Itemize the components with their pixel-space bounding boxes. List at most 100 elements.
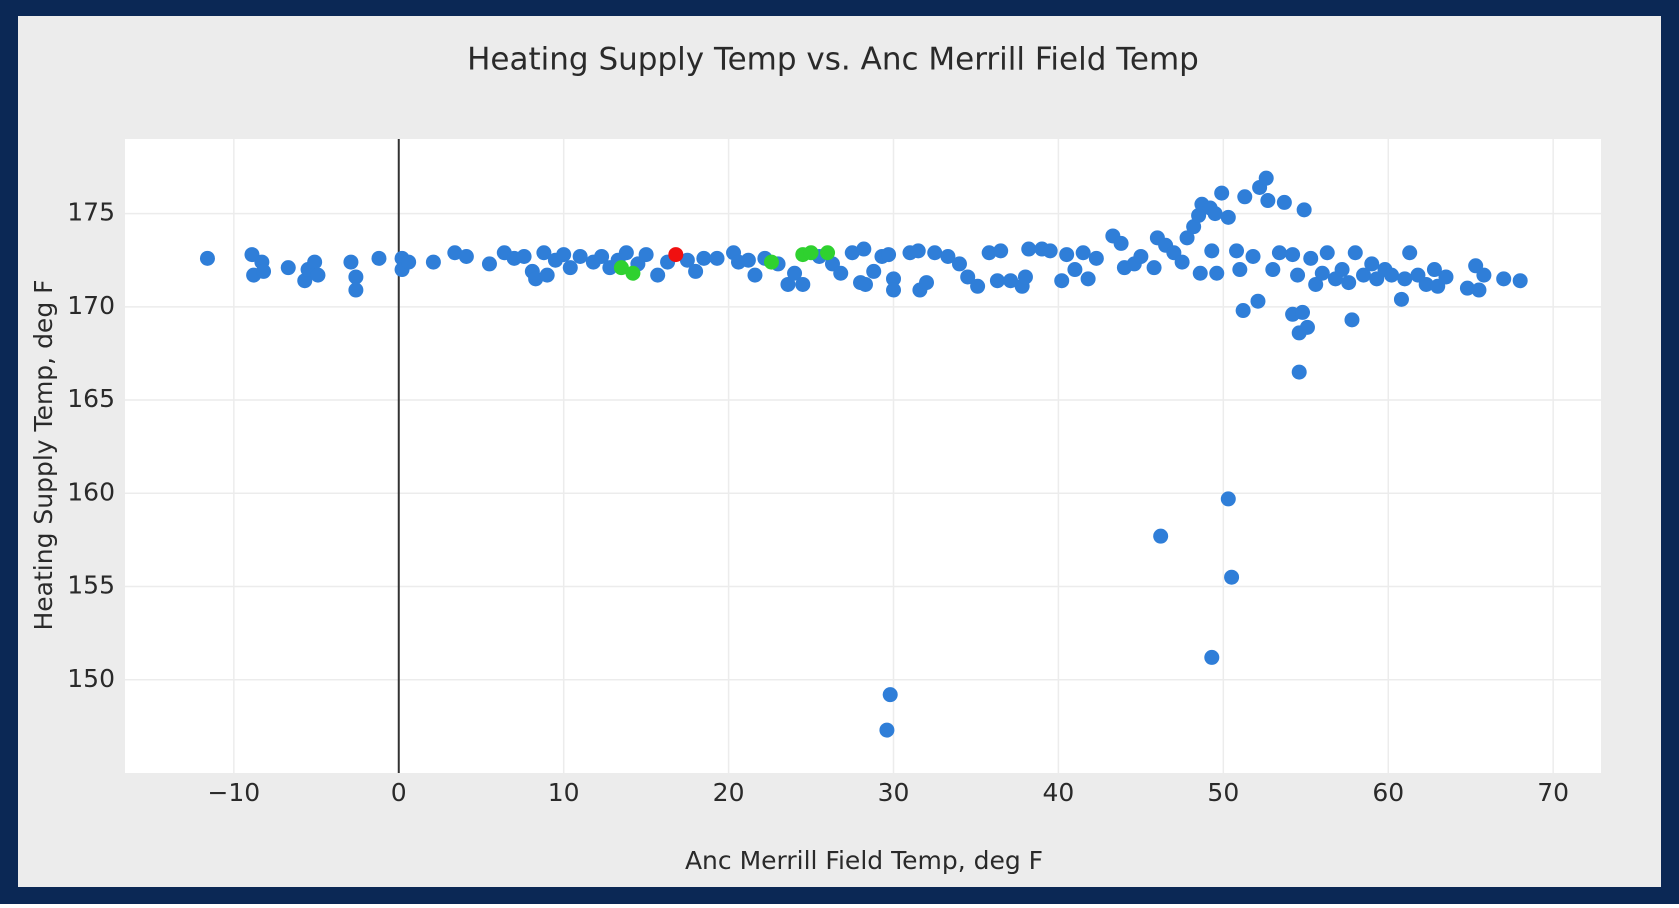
point bbox=[1308, 276, 1324, 292]
point bbox=[970, 278, 986, 294]
point bbox=[1334, 262, 1350, 278]
point bbox=[1245, 248, 1261, 264]
point bbox=[918, 275, 934, 291]
point bbox=[1364, 256, 1380, 272]
point bbox=[528, 271, 544, 287]
point bbox=[1229, 243, 1245, 259]
point bbox=[594, 248, 610, 264]
x-tick-label: 60 bbox=[1372, 778, 1404, 807]
point bbox=[1153, 528, 1169, 544]
point bbox=[1224, 569, 1240, 585]
point bbox=[740, 252, 756, 268]
point bbox=[539, 267, 555, 283]
point bbox=[307, 254, 323, 270]
point bbox=[613, 260, 629, 276]
point bbox=[1344, 312, 1360, 328]
point bbox=[481, 256, 497, 272]
point bbox=[1319, 245, 1335, 261]
y-tick-label: 170 bbox=[67, 291, 115, 320]
point bbox=[650, 267, 666, 283]
point bbox=[1088, 250, 1104, 266]
point bbox=[1220, 491, 1236, 507]
point bbox=[1393, 291, 1409, 307]
point bbox=[1204, 649, 1220, 665]
point bbox=[1347, 245, 1363, 261]
point bbox=[688, 263, 704, 279]
point bbox=[960, 269, 976, 285]
point bbox=[1113, 235, 1129, 251]
point bbox=[981, 245, 997, 261]
x-axis-label: Anc Merrill Field Temp, deg F bbox=[685, 846, 1043, 875]
y-tick-label: 150 bbox=[67, 664, 115, 693]
point bbox=[1314, 265, 1330, 281]
point bbox=[820, 245, 836, 261]
x-tick-label: −10 bbox=[207, 778, 260, 807]
x-tick-label: 70 bbox=[1537, 778, 1569, 807]
y-tick-label: 160 bbox=[67, 477, 115, 506]
point bbox=[348, 282, 364, 298]
y-tick-label: 165 bbox=[67, 384, 115, 413]
point bbox=[1418, 276, 1434, 292]
point bbox=[1232, 262, 1248, 278]
point bbox=[1356, 267, 1372, 283]
point bbox=[886, 271, 902, 287]
point bbox=[1021, 241, 1037, 257]
point bbox=[833, 265, 849, 281]
point bbox=[562, 260, 578, 276]
point bbox=[927, 245, 943, 261]
point bbox=[1290, 267, 1306, 283]
point bbox=[1303, 250, 1319, 266]
x-tick-label: 0 bbox=[391, 778, 407, 807]
point bbox=[1299, 319, 1315, 335]
point bbox=[425, 254, 441, 270]
point bbox=[747, 267, 763, 283]
y-tick-label: 155 bbox=[67, 571, 115, 600]
point bbox=[1258, 170, 1274, 186]
point bbox=[856, 241, 872, 257]
point bbox=[803, 245, 819, 261]
point bbox=[1146, 260, 1162, 276]
point bbox=[1017, 269, 1033, 285]
point bbox=[1291, 364, 1307, 380]
point bbox=[1042, 243, 1058, 259]
point bbox=[1426, 262, 1442, 278]
point bbox=[572, 248, 588, 264]
point bbox=[1059, 247, 1075, 263]
point bbox=[1080, 271, 1096, 287]
point bbox=[199, 250, 215, 266]
point bbox=[866, 263, 882, 279]
point bbox=[1237, 189, 1253, 205]
point bbox=[940, 248, 956, 264]
y-axis-label: Heating Supply Temp, deg F bbox=[29, 279, 58, 630]
point bbox=[881, 247, 897, 263]
point bbox=[556, 247, 572, 263]
point bbox=[1471, 282, 1487, 298]
point bbox=[668, 247, 684, 263]
point bbox=[1003, 273, 1019, 289]
point bbox=[1265, 262, 1281, 278]
point bbox=[1512, 273, 1528, 289]
point bbox=[1459, 280, 1475, 296]
point bbox=[625, 265, 641, 281]
point bbox=[886, 282, 902, 298]
point bbox=[709, 250, 725, 266]
point bbox=[1204, 243, 1220, 259]
x-tick-label: 20 bbox=[713, 778, 745, 807]
point bbox=[1397, 271, 1413, 287]
y-tick-label: 175 bbox=[67, 198, 115, 227]
point bbox=[1192, 265, 1208, 281]
point bbox=[1402, 245, 1418, 261]
point bbox=[795, 276, 811, 292]
point bbox=[371, 250, 387, 266]
point bbox=[1271, 245, 1287, 261]
point bbox=[1075, 245, 1091, 261]
point bbox=[882, 687, 898, 703]
x-tick-label: 30 bbox=[878, 778, 910, 807]
point bbox=[458, 248, 474, 264]
point bbox=[1186, 219, 1202, 235]
point bbox=[1260, 193, 1276, 209]
point bbox=[993, 243, 1009, 259]
chart-title: Heating Supply Temp vs. Anc Merrill Fiel… bbox=[467, 42, 1199, 78]
point bbox=[679, 252, 695, 268]
x-tick-label: 10 bbox=[548, 778, 580, 807]
